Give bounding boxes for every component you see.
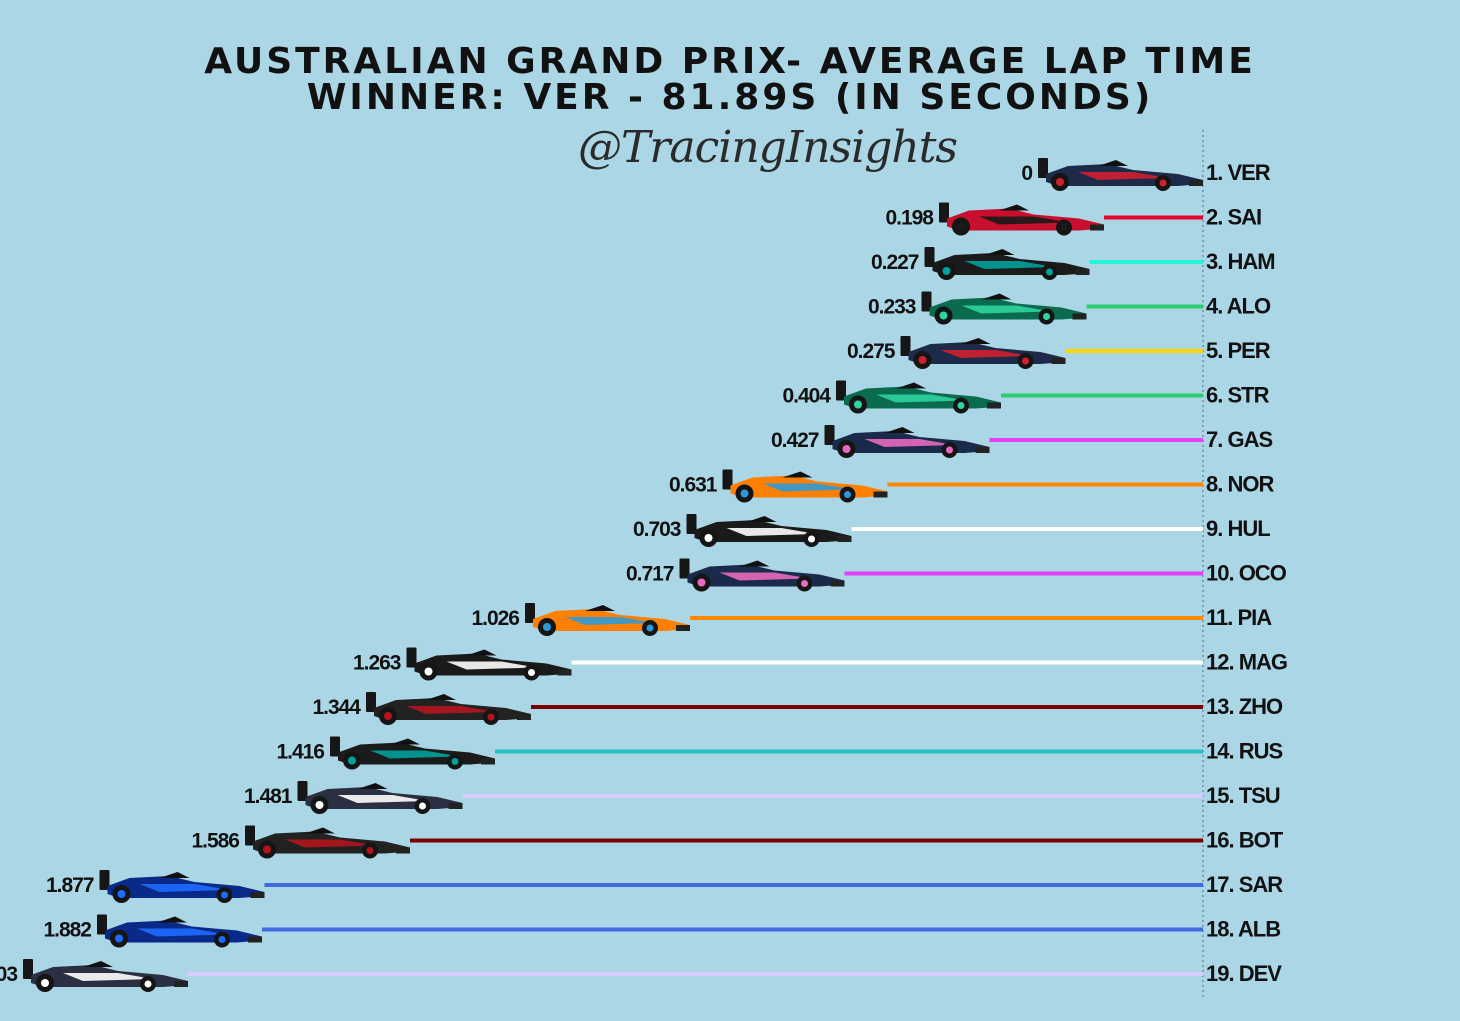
driver-label: 12. MAG xyxy=(1206,650,1287,675)
driver-label: 6. STR xyxy=(1206,383,1270,408)
driver-label: 15. TSU xyxy=(1206,783,1280,808)
driver-label: 2. SAI xyxy=(1206,205,1261,230)
f1-car-icon xyxy=(824,425,990,458)
driver-row: 0.275 5. PER xyxy=(847,336,1272,369)
driver-row: 0 1. VER xyxy=(1021,158,1272,191)
driver-row: 0.233 4. ALO xyxy=(868,291,1272,325)
f1-car-icon xyxy=(245,825,410,859)
driver-label: 13. ZHO xyxy=(1206,694,1283,719)
value-label: 0.227 xyxy=(871,251,919,274)
value-label: 0.703 xyxy=(633,518,681,541)
driver-label: 16. BOT xyxy=(1206,828,1284,853)
value-label: 2.03 xyxy=(0,963,17,986)
f1-car-icon xyxy=(525,603,690,636)
driver-row: 1.481 15. TSU xyxy=(244,781,1281,814)
f1-car-icon xyxy=(23,959,188,992)
chart-title: Australian Grand Prix- Average Lap Time xyxy=(204,41,1256,82)
watermark: @TracingInsights xyxy=(578,122,958,173)
driver-row: 1.416 14. RUS xyxy=(276,736,1283,770)
value-label: 1.882 xyxy=(43,919,91,942)
value-label: 0.198 xyxy=(885,207,934,230)
driver-label: 8. NOR xyxy=(1206,472,1274,497)
driver-label: 18. ALB xyxy=(1206,917,1280,942)
driver-label: 3. HAM xyxy=(1206,249,1275,274)
f1-car-icon xyxy=(939,202,1104,236)
value-label: 1.344 xyxy=(312,696,361,719)
f1-car-icon xyxy=(722,469,888,503)
f1-car-icon xyxy=(297,781,463,814)
driver-label: 4. ALO xyxy=(1206,294,1271,319)
f1-car-icon xyxy=(686,514,852,547)
driver-row: 1.344 13. ZHO xyxy=(312,692,1284,725)
value-label: 1.416 xyxy=(276,741,324,764)
driver-row: 0.404 6. STR xyxy=(782,380,1271,414)
driver-row: 2.03 19. DEV xyxy=(0,959,1283,992)
driver-label: 9. HUL xyxy=(1206,516,1270,541)
value-label: 1.877 xyxy=(46,874,94,897)
f1-car-icon xyxy=(97,914,262,948)
value-label: 0.233 xyxy=(868,296,916,319)
driver-label: 1. VER xyxy=(1206,160,1271,185)
driver-row: 0.703 9. HUL xyxy=(633,514,1271,547)
driver-row: 0.427 7. GAS xyxy=(771,425,1273,458)
value-label: 0.275 xyxy=(847,340,896,363)
value-label: 0.717 xyxy=(626,563,674,586)
chart-subtitle: Winner: VER - 81.89s (in seconds) xyxy=(306,77,1154,118)
f1-car-icon xyxy=(924,247,1090,280)
f1-car-icon xyxy=(330,736,495,770)
value-label: 1.263 xyxy=(353,652,401,675)
f1-car-icon xyxy=(99,870,265,903)
driver-label: 17. SAR xyxy=(1206,872,1283,897)
driver-label: 14. RUS xyxy=(1206,739,1282,764)
driver-row: 0.631 8. NOR xyxy=(669,469,1275,503)
value-label: 0 xyxy=(1021,162,1032,185)
f1-car-icon xyxy=(366,692,531,725)
f1-car-icon xyxy=(900,336,1066,369)
driver-row: 1.026 11. PIA xyxy=(471,603,1273,636)
driver-label: 7. GAS xyxy=(1206,427,1272,452)
driver-row: 1.263 12. MAG xyxy=(353,647,1288,681)
value-label: 0.631 xyxy=(669,474,718,497)
driver-row: 1.877 17. SAR xyxy=(46,870,1284,903)
driver-row: 1.586 16. BOT xyxy=(191,825,1285,859)
value-label: 0.427 xyxy=(771,429,819,452)
driver-row: 0.227 3. HAM xyxy=(871,247,1276,280)
f1-car-icon xyxy=(679,558,845,592)
driver-row: 1.882 18. ALB xyxy=(43,914,1281,948)
driver-label: 10. OCO xyxy=(1206,561,1287,586)
driver-row: 0.198 2. SAI xyxy=(885,202,1262,236)
value-label: 0.404 xyxy=(782,385,831,408)
f1-car-icon xyxy=(921,291,1087,325)
value-label: 1.586 xyxy=(191,830,239,853)
f1-car-icon xyxy=(1038,158,1203,191)
f1-car-icon xyxy=(836,380,1001,414)
value-label: 1.026 xyxy=(471,607,519,630)
driver-label: 11. PIA xyxy=(1206,605,1272,630)
driver-label: 19. DEV xyxy=(1206,961,1282,986)
driver-label: 5. PER xyxy=(1206,338,1271,363)
f1-car-icon xyxy=(406,647,572,681)
driver-row: 0.717 10. OCO xyxy=(626,558,1288,592)
value-label: 1.481 xyxy=(244,785,293,808)
